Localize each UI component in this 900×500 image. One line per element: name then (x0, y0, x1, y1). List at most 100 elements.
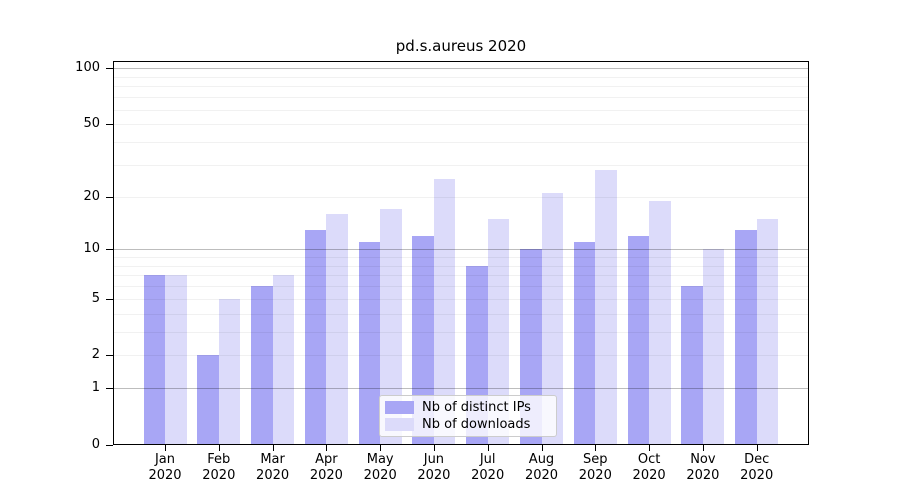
year-label: 2020 (578, 468, 612, 483)
minor-gridline (114, 76, 808, 78)
x-tick-label-mar: Mar 2020 (243, 452, 303, 484)
x-tick-label-jan: Jan 2020 (135, 452, 195, 484)
year-label: 2020 (740, 468, 774, 483)
x-tick (380, 445, 382, 451)
x-tick (649, 445, 651, 451)
bar-nb-of-distinct-ips (251, 286, 273, 445)
bar-nb-of-downloads (541, 192, 563, 445)
bar-nb-of-distinct-ips (143, 275, 165, 445)
y-tick (106, 445, 113, 446)
month-label: Sep (583, 452, 608, 467)
minor-gridline (114, 265, 808, 267)
month-label: May (366, 452, 394, 467)
bar-nb-of-distinct-ips (573, 242, 596, 445)
y-tick-label: 100 (75, 60, 100, 76)
x-tick (487, 445, 489, 451)
legend: Nb of distinct IPs Nb of downloads (379, 395, 557, 437)
month-label: Jan (154, 452, 176, 467)
legend-label-distinct-ips: Nb of distinct IPs (422, 400, 531, 415)
y-tick-label: 20 (83, 188, 100, 204)
month-label: Jul (479, 452, 496, 467)
x-tick-label-sep: Sep 2020 (565, 452, 625, 484)
x-tick-label-apr: Apr 2020 (296, 452, 356, 484)
month-label: Feb (207, 452, 231, 467)
bar-nb-of-downloads (433, 179, 456, 445)
legend-swatch-downloads (385, 418, 414, 431)
bar-nb-of-distinct-ips (735, 229, 757, 445)
year-label: 2020 (524, 468, 559, 483)
bar-nb-of-downloads (595, 170, 617, 445)
bar-nb-of-downloads (165, 275, 187, 445)
x-tick (702, 445, 704, 451)
bar-nb-of-downloads (326, 213, 348, 445)
x-tick-label-jul: Jul 2020 (458, 452, 518, 484)
year-label: 2020 (686, 468, 720, 483)
minor-gridline (114, 331, 808, 333)
minor-gridline (114, 196, 808, 198)
minor-gridline (114, 97, 808, 99)
minor-gridline (114, 298, 808, 300)
minor-gridline (114, 124, 808, 126)
bar-nb-of-distinct-ips (627, 235, 650, 445)
bar-nb-of-downloads (756, 218, 779, 445)
y-tick (106, 298, 113, 300)
legend-item-distinct-ips: Nb of distinct IPs (385, 400, 548, 415)
x-tick (272, 445, 274, 451)
month-label: Apr (315, 452, 338, 467)
y-tick-label: 5 (91, 290, 100, 306)
x-tick (595, 445, 597, 451)
minor-gridline (114, 164, 808, 166)
minor-gridline (114, 313, 808, 315)
x-tick-label-oct: Oct 2020 (619, 452, 679, 484)
bar-nb-of-downloads (649, 200, 671, 445)
bar-nb-of-distinct-ips (304, 229, 327, 445)
y-tick-label: 0 (91, 437, 100, 452)
x-tick-label-may: May 2020 (350, 452, 410, 484)
y-tick (106, 124, 113, 126)
legend-item-downloads: Nb of downloads (385, 417, 548, 432)
y-tick-label: 50 (83, 116, 100, 132)
year-label: 2020 (417, 468, 451, 483)
month-label: Mar (260, 452, 285, 467)
year-label: 2020 (471, 468, 505, 483)
legend-swatch-distinct-ips (385, 401, 414, 414)
legend-label-downloads: Nb of downloads (422, 417, 531, 432)
x-tick-label-feb: Feb 2020 (189, 452, 249, 484)
y-tick (106, 249, 113, 251)
month-label: Dec (744, 452, 770, 467)
minor-gridline (114, 109, 808, 111)
y-tick (106, 68, 113, 70)
month-label: Jun (423, 452, 445, 467)
x-tick (218, 445, 220, 451)
minor-gridline (114, 257, 808, 259)
y-tick (106, 388, 113, 390)
bar-nb-of-downloads (380, 209, 402, 445)
minor-gridline (114, 355, 808, 357)
y-tick-label: 1 (91, 380, 100, 396)
month-label: Nov (690, 452, 716, 467)
y-tick-label: 10 (83, 241, 100, 257)
bar-nb-of-distinct-ips (358, 242, 381, 445)
x-tick (756, 445, 758, 451)
year-label: 2020 (148, 468, 182, 483)
bar-nb-of-downloads (272, 275, 295, 445)
x-tick (326, 445, 328, 451)
bar-nb-of-downloads (487, 218, 510, 445)
bar-nb-of-distinct-ips (681, 286, 703, 445)
year-label: 2020 (309, 468, 343, 483)
bar-nb-of-downloads (702, 249, 725, 445)
minor-gridline (114, 275, 808, 277)
chart-title: pd.s.aureus 2020 (395, 37, 527, 55)
x-tick-label-nov: Nov 2020 (673, 452, 733, 484)
year-label: 2020 (632, 468, 666, 483)
bar-nb-of-distinct-ips (197, 355, 219, 445)
x-tick (433, 445, 435, 451)
major-gridline (114, 388, 808, 390)
bar-nb-of-distinct-ips (412, 235, 434, 445)
y-tick (106, 196, 113, 198)
y-tick-label: 2 (91, 347, 100, 363)
month-label: Aug (528, 452, 555, 467)
x-tick-label-dec: Dec 2020 (727, 452, 787, 484)
y-tick (106, 355, 113, 357)
